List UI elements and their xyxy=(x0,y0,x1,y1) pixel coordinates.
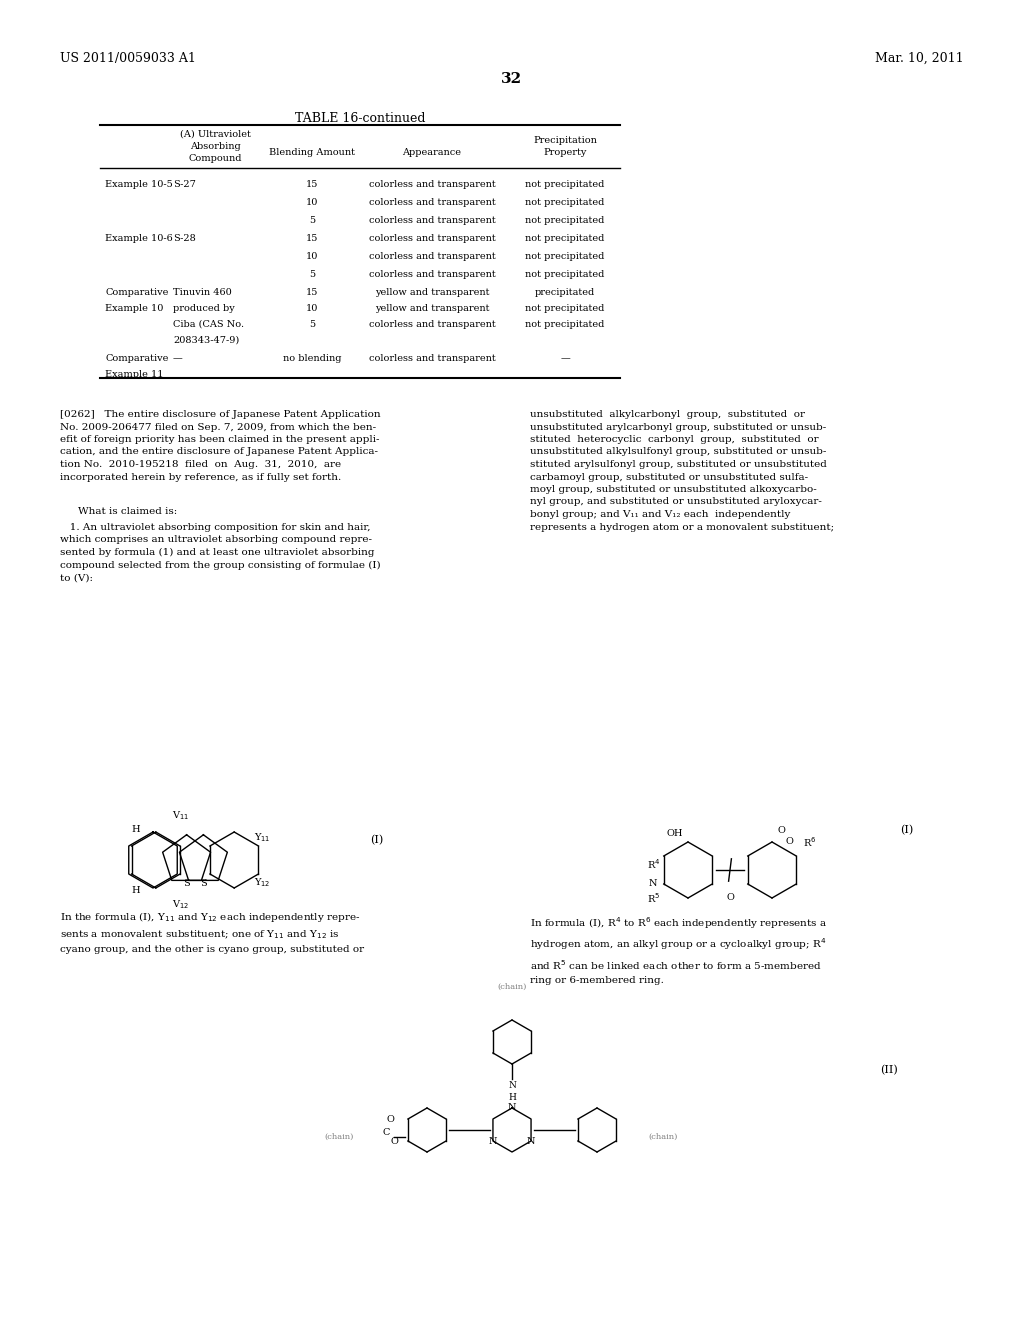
Text: Mar. 10, 2011: Mar. 10, 2011 xyxy=(876,51,964,65)
Text: not precipitated: not precipitated xyxy=(525,271,605,279)
Text: V$_{12}$: V$_{12}$ xyxy=(172,899,189,911)
Text: colorless and transparent: colorless and transparent xyxy=(369,198,496,207)
Text: not precipitated: not precipitated xyxy=(525,198,605,207)
Text: R$^6$: R$^6$ xyxy=(803,836,816,849)
Text: no blending: no blending xyxy=(283,354,341,363)
Text: Example 10-6: Example 10-6 xyxy=(105,234,173,243)
Text: 1. An ultraviolet absorbing composition for skin and hair,
which comprises an ul: 1. An ultraviolet absorbing composition … xyxy=(60,523,381,582)
Text: —: — xyxy=(560,354,570,363)
Text: (chain): (chain) xyxy=(648,1133,678,1140)
Text: V$_{11}$: V$_{11}$ xyxy=(172,809,189,821)
Text: H: H xyxy=(132,825,140,834)
Text: Example 11: Example 11 xyxy=(105,370,164,379)
Text: precipitated: precipitated xyxy=(535,288,595,297)
Text: Precipitation
Property: Precipitation Property xyxy=(534,136,597,157)
Text: 15: 15 xyxy=(306,234,318,243)
Text: 32: 32 xyxy=(502,73,522,86)
Text: colorless and transparent: colorless and transparent xyxy=(369,319,496,329)
Text: N: N xyxy=(526,1137,536,1146)
Text: S: S xyxy=(200,879,207,888)
Text: C: C xyxy=(382,1127,389,1137)
Text: O: O xyxy=(786,837,794,846)
Text: (chain): (chain) xyxy=(325,1133,353,1140)
Text: Appearance: Appearance xyxy=(402,148,462,157)
Text: 10: 10 xyxy=(306,252,318,261)
Text: In the formula (I), Y$_{11}$ and Y$_{12}$ each independently repre-
sents a mono: In the formula (I), Y$_{11}$ and Y$_{12}… xyxy=(60,909,365,953)
Text: yellow and transparent: yellow and transparent xyxy=(375,304,489,313)
Text: not precipitated: not precipitated xyxy=(525,252,605,261)
Text: US 2011/0059033 A1: US 2011/0059033 A1 xyxy=(60,51,196,65)
Text: N: N xyxy=(508,1104,516,1113)
Text: —: — xyxy=(173,354,182,363)
Text: 208343-47-9): 208343-47-9) xyxy=(173,337,240,345)
Text: not precipitated: not precipitated xyxy=(525,319,605,329)
Text: 10: 10 xyxy=(306,304,318,313)
Text: O: O xyxy=(777,826,784,836)
Text: H: H xyxy=(508,1093,516,1101)
Text: Example 10: Example 10 xyxy=(105,304,164,313)
Text: Comparative: Comparative xyxy=(105,288,168,297)
Text: O: O xyxy=(386,1114,394,1123)
Text: 15: 15 xyxy=(306,288,318,297)
Text: Comparative: Comparative xyxy=(105,354,168,363)
Text: N: N xyxy=(648,879,657,888)
Text: Ciba (CAS No.: Ciba (CAS No. xyxy=(173,319,244,329)
Text: S-28: S-28 xyxy=(173,234,196,243)
Text: colorless and transparent: colorless and transparent xyxy=(369,180,496,189)
Text: What is claimed is:: What is claimed is: xyxy=(78,507,177,516)
Text: R$^5$: R$^5$ xyxy=(647,891,660,906)
Text: (I): (I) xyxy=(370,836,383,845)
Text: colorless and transparent: colorless and transparent xyxy=(369,354,496,363)
Text: 10: 10 xyxy=(306,198,318,207)
Text: OH: OH xyxy=(667,829,683,838)
Text: yellow and transparent: yellow and transparent xyxy=(375,288,489,297)
Text: [0262]   The entire disclosure of Japanese Patent Application
No. 2009-206477 fi: [0262] The entire disclosure of Japanese… xyxy=(60,411,381,482)
Text: colorless and transparent: colorless and transparent xyxy=(369,234,496,243)
Text: S-27: S-27 xyxy=(173,180,196,189)
Text: Example 10-5: Example 10-5 xyxy=(105,180,173,189)
Text: (A) Ultraviolet
Absorbing
Compound: (A) Ultraviolet Absorbing Compound xyxy=(179,129,251,162)
Text: colorless and transparent: colorless and transparent xyxy=(369,271,496,279)
Text: Y$_{12}$: Y$_{12}$ xyxy=(254,876,270,888)
Text: colorless and transparent: colorless and transparent xyxy=(369,252,496,261)
Text: Blending Amount: Blending Amount xyxy=(269,148,355,157)
Text: O: O xyxy=(726,894,734,903)
Text: N: N xyxy=(488,1137,498,1146)
Text: 5: 5 xyxy=(309,216,315,224)
Text: (I): (I) xyxy=(900,825,913,836)
Text: In formula (I), R$^4$ to R$^6$ each independently represents a
hydrogen atom, an: In formula (I), R$^4$ to R$^6$ each inde… xyxy=(530,915,827,985)
Text: 5: 5 xyxy=(309,319,315,329)
Text: unsubstituted  alkylcarbonyl  group,  substituted  or
unsubstituted arylcarbonyl: unsubstituted alkylcarbonyl group, subst… xyxy=(530,411,835,532)
Text: O: O xyxy=(390,1137,398,1146)
Text: TABLE 16-continued: TABLE 16-continued xyxy=(295,112,425,125)
Text: Y$_{11}$: Y$_{11}$ xyxy=(254,832,270,843)
Text: S: S xyxy=(183,879,190,888)
Text: R$^4$: R$^4$ xyxy=(646,858,660,871)
Text: N: N xyxy=(508,1081,516,1090)
Text: (II): (II) xyxy=(880,1065,898,1076)
Text: (chain): (chain) xyxy=(498,983,526,991)
Text: not precipitated: not precipitated xyxy=(525,234,605,243)
Text: 15: 15 xyxy=(306,180,318,189)
Text: colorless and transparent: colorless and transparent xyxy=(369,216,496,224)
Text: not precipitated: not precipitated xyxy=(525,180,605,189)
Text: 5: 5 xyxy=(309,271,315,279)
Text: produced by: produced by xyxy=(173,304,234,313)
Text: not precipitated: not precipitated xyxy=(525,304,605,313)
Text: Tinuvin 460: Tinuvin 460 xyxy=(173,288,231,297)
Text: not precipitated: not precipitated xyxy=(525,216,605,224)
Text: H: H xyxy=(132,886,140,895)
